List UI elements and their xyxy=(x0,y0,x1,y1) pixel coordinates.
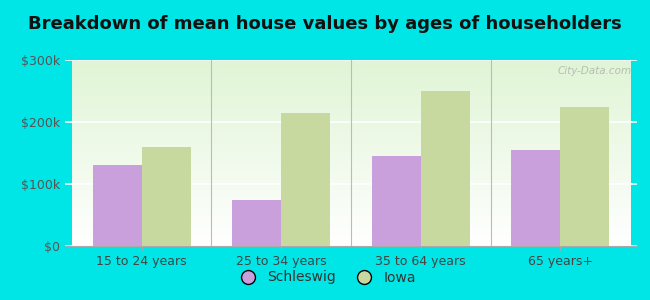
Bar xyxy=(512,150,560,246)
Text: City-Data.com: City-Data.com xyxy=(557,66,631,76)
Bar xyxy=(560,106,609,246)
Bar xyxy=(421,91,469,246)
Legend: Schleswig, Iowa: Schleswig, Iowa xyxy=(229,265,421,290)
Bar xyxy=(142,147,190,246)
Bar xyxy=(281,113,330,246)
Bar xyxy=(233,200,281,246)
Bar xyxy=(372,156,421,246)
Text: Breakdown of mean house values by ages of householders: Breakdown of mean house values by ages o… xyxy=(28,15,622,33)
Bar xyxy=(93,165,142,246)
